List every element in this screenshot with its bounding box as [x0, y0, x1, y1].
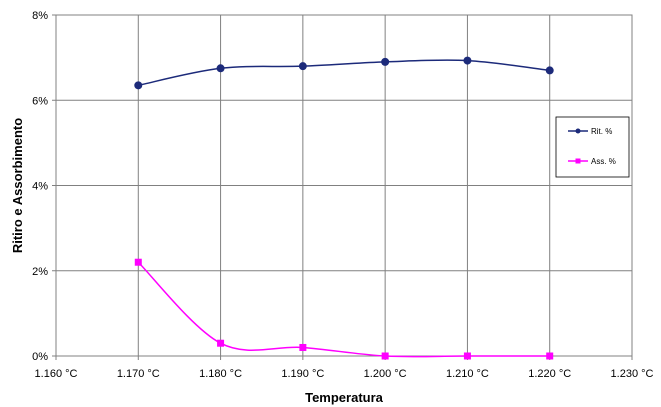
y-tick-label: 8%	[32, 10, 48, 22]
series-point	[463, 56, 472, 65]
x-tick-label: 1.160 °C	[35, 368, 78, 380]
series-point	[298, 62, 307, 71]
legend-swatch-marker	[575, 128, 581, 134]
legend-label: Rit. %	[591, 127, 612, 136]
series-line-1	[137, 261, 550, 358]
x-tick-label: 1.180 °C	[199, 368, 242, 380]
legend-label: Ass. %	[591, 157, 616, 166]
y-axis: 0% 2% 4% 6% 8%	[32, 10, 56, 363]
legend-box	[555, 116, 630, 178]
series-point	[134, 258, 142, 266]
series-point	[381, 57, 390, 66]
series-point	[381, 352, 389, 360]
x-axis: 1.160 °C 1.170 °C 1.180 °C 1.190 °C 1.200 °C…	[35, 356, 654, 380]
series-point	[134, 81, 143, 90]
y-tick-label: 0%	[32, 351, 48, 363]
x-tick-label: 1.210 °C	[446, 368, 489, 380]
x-tick-label: 1.200 °C	[364, 368, 407, 380]
series-point	[216, 64, 225, 73]
x-tick-label: 1.170 °C	[117, 368, 160, 380]
x-tick-label: 1.230 °C	[611, 368, 654, 380]
legend-swatch-marker	[575, 158, 581, 164]
x-axis-title: Temperatura	[305, 390, 384, 405]
x-tick-label: 1.190 °C	[281, 368, 324, 380]
series-point	[463, 352, 471, 360]
legend: Rit. % Ass. %	[555, 116, 630, 178]
y-tick-label: 4%	[32, 181, 48, 193]
series-point	[299, 343, 307, 351]
y-tick-label: 6%	[32, 95, 48, 107]
series-point	[546, 352, 554, 360]
x-tick-label: 1.220 °C	[528, 368, 571, 380]
series-point	[217, 339, 225, 347]
series-line-0	[138, 59, 550, 87]
series-layer	[134, 56, 554, 360]
y-axis-title: Ritiro e Assorbimento	[10, 118, 25, 253]
grid	[55, 14, 633, 357]
y-tick-label: 2%	[32, 266, 48, 278]
series-point	[545, 66, 554, 75]
